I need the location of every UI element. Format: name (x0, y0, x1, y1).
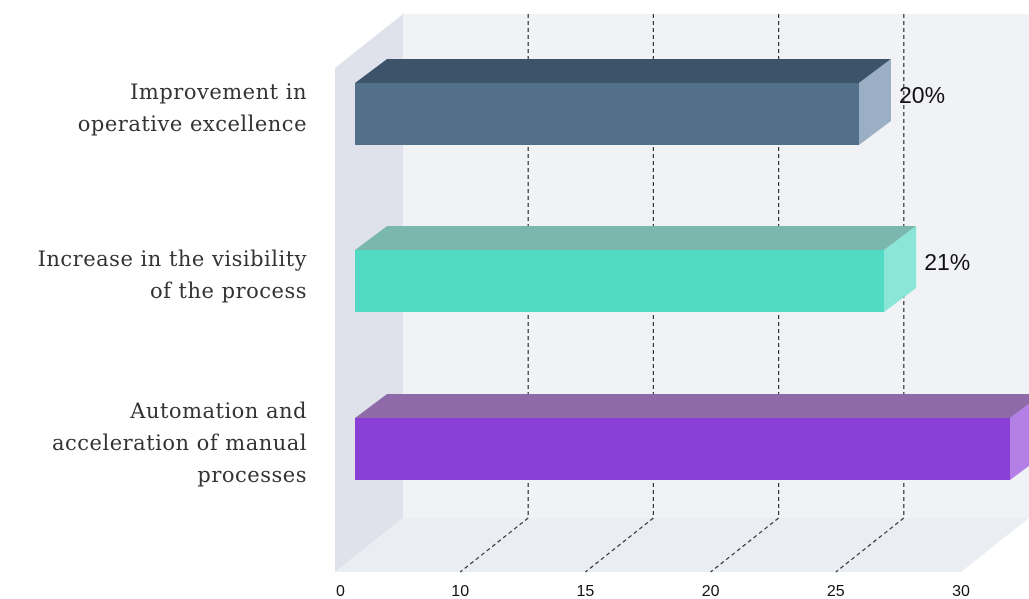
bar-1 (355, 59, 891, 145)
bar-side-face (884, 226, 917, 312)
floor-gridline-10 (459, 517, 529, 573)
bar-top-face (355, 59, 891, 83)
floor-gridline-15 (585, 517, 654, 573)
bar-2 (355, 226, 917, 312)
category-label-1: Improvement in operative excellence (78, 76, 307, 140)
bar-front-face (355, 418, 1011, 480)
floor-gridline-20 (710, 517, 779, 573)
category-label-line: operative excellence (77, 112, 307, 136)
bar-top-face (355, 226, 917, 250)
category-label-line: Improvement in (130, 80, 307, 104)
floor-gridline-25 (835, 517, 905, 573)
bar-side-face (1010, 403, 1029, 480)
bar-3 (355, 394, 1029, 480)
value-label-2: 21% (924, 249, 970, 275)
bar-top-face (355, 394, 1029, 418)
category-label-3: Automation and acceleration of manual proc… (52, 395, 307, 491)
tick-label-10: 10 (451, 583, 469, 599)
category-label-line: acceleration of manual (52, 431, 307, 455)
bar-front-face (355, 250, 885, 312)
value-label-1: 20% (899, 82, 945, 108)
tick-label-15: 15 (577, 583, 595, 599)
bar-front-face (355, 83, 859, 145)
category-label-line: Increase in the visibility (37, 247, 307, 271)
chart-floor (335, 518, 1029, 572)
value-labels: 20%21%26% (899, 82, 970, 275)
bar-side-face (859, 59, 891, 145)
x-axis-tick-labels: 0 10 15 20 25 30 (336, 583, 970, 599)
category-label-line: of the process (149, 279, 307, 303)
category-label-2: Increase in the visibility of the process (38, 243, 307, 307)
tick-label-0: 0 (336, 583, 345, 599)
tick-label-30: 30 (952, 583, 970, 599)
category-label-line: Automation and (130, 399, 307, 423)
category-label-line: processes (197, 463, 307, 487)
tick-label-20: 20 (702, 583, 720, 599)
tick-label-25: 25 (827, 583, 845, 599)
bars (355, 59, 1029, 480)
